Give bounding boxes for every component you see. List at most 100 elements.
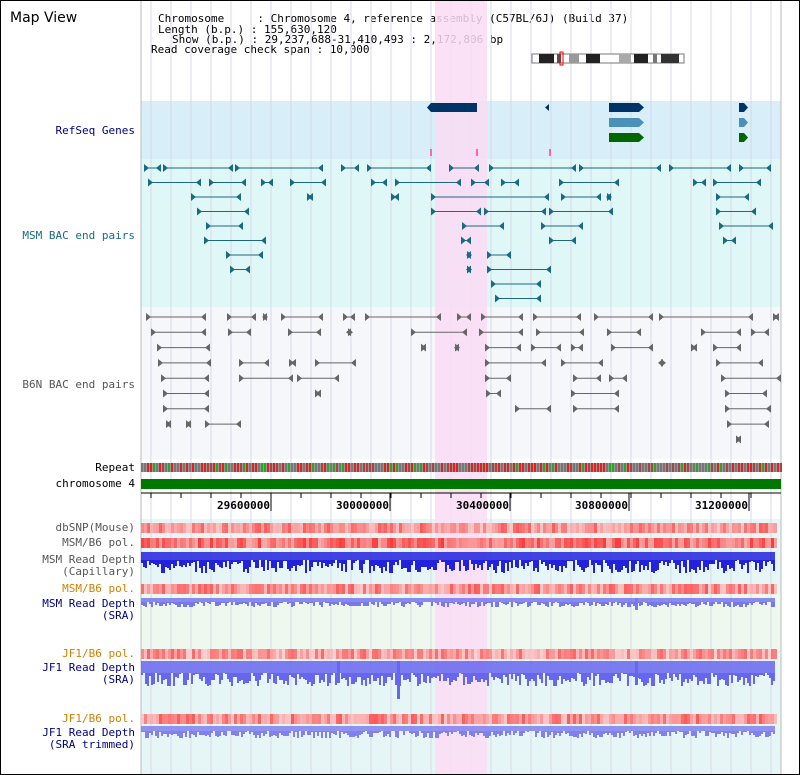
jf1-b6-pol-heat-cell[interactable] <box>603 714 606 724</box>
repeat-block[interactable] <box>444 463 446 472</box>
dbsnp-heat-cell[interactable] <box>702 523 705 533</box>
bac-end-marker[interactable] <box>241 178 246 187</box>
dbsnp-heat-cell[interactable] <box>357 523 360 533</box>
jf1-depth-trimmed-bar[interactable] <box>637 731 639 738</box>
jf1-depth-sra-bar[interactable] <box>753 673 755 684</box>
msm-b6-pol-heat-cell[interactable] <box>381 538 384 548</box>
jf1-depth-trimmed-bar[interactable] <box>383 731 385 737</box>
msm-b6-pol-heat-cell[interactable] <box>708 538 711 548</box>
jf1-depth-sra-bar[interactable] <box>365 673 367 686</box>
msm-depth-capillary-bar[interactable] <box>609 560 611 569</box>
msm-depth-sra-bar[interactable] <box>167 602 169 603</box>
jf1-b6-pol-heat-cell[interactable] <box>264 714 267 724</box>
msm-depth-capillary-bar[interactable] <box>647 560 649 570</box>
msm-depth-capillary-bar[interactable] <box>291 560 293 568</box>
bac-end-marker[interactable] <box>245 265 250 274</box>
bac-end-marker[interactable] <box>608 207 613 216</box>
jf1-depth-sra-bar[interactable] <box>193 673 195 675</box>
msm-b6-pol-heat-cell[interactable] <box>402 538 405 548</box>
jf1-depth-trimmed-bar[interactable] <box>179 731 181 738</box>
msm-depth-sra-bar[interactable] <box>623 602 625 605</box>
jf1-b6-pol-heat-cell[interactable] <box>183 714 186 724</box>
jf1-b6-pol-heat-cell[interactable] <box>240 714 243 724</box>
jf1-depth-sra-bar[interactable] <box>383 673 385 686</box>
jf1-depth-sra-bar[interactable] <box>521 673 523 674</box>
dbsnp-heat-cell[interactable] <box>258 523 261 533</box>
jf1-depth-trimmed-bar[interactable] <box>303 731 305 735</box>
jf1-depth-trimmed-bar[interactable] <box>163 731 165 734</box>
bac-end-marker[interactable] <box>251 313 256 321</box>
jf1-depth-trimmed-bar[interactable] <box>277 731 279 738</box>
jf1-b6-pol-heat-cell[interactable] <box>291 649 294 659</box>
jf1-depth-trimmed-bar[interactable] <box>369 731 371 737</box>
jf1-b6-pol-heat-cell[interactable] <box>681 714 684 724</box>
dbsnp-heat-cell[interactable] <box>747 523 750 533</box>
msm-b6-pol-heat-cell[interactable] <box>201 584 204 594</box>
jf1-depth-sra-bar[interactable] <box>291 673 293 677</box>
jf1-depth-trimmed-bar[interactable] <box>433 731 435 732</box>
dbsnp-heat-cell[interactable] <box>513 523 516 533</box>
msm-depth-capillary-bar[interactable] <box>711 560 713 564</box>
jf1-depth-trimmed-bar[interactable] <box>595 731 597 738</box>
dbsnp-heat-cell[interactable] <box>717 523 720 533</box>
repeat-block[interactable] <box>513 463 515 472</box>
msm-b6-pol-heat-cell[interactable] <box>147 538 150 548</box>
msm-b6-pol-heat-cell[interactable] <box>210 538 213 548</box>
repeat-block[interactable] <box>315 463 317 472</box>
repeat-block[interactable] <box>672 463 674 472</box>
dbsnp-heat-cell[interactable] <box>621 523 624 533</box>
jf1-b6-pol-heat-cell[interactable] <box>216 649 219 659</box>
dbsnp-heat-cell[interactable] <box>450 523 453 533</box>
jf1-depth-trimmed-bar[interactable] <box>347 731 349 735</box>
jf1-depth-trimmed-bar[interactable] <box>501 731 503 735</box>
msm-depth-sra-bar[interactable] <box>655 602 657 607</box>
bac-end-marker[interactable] <box>491 280 496 288</box>
dbsnp-heat-cell[interactable] <box>363 523 366 533</box>
repeat-block[interactable] <box>561 463 563 472</box>
msm-b6-pol-heat-cell[interactable] <box>183 538 186 548</box>
msm-depth-sra-bar[interactable] <box>405 602 407 604</box>
jf1-depth-sra-bar[interactable] <box>299 673 301 679</box>
dbsnp-heat-cell[interactable] <box>552 523 555 533</box>
dbsnp-heat-cell[interactable] <box>729 523 732 533</box>
bac-end-marker[interactable] <box>205 343 210 352</box>
dbsnp-heat-cell[interactable] <box>528 523 531 533</box>
jf1-b6-pol-heat-cell[interactable] <box>315 714 318 724</box>
jf1-b6-pol-heat-cell[interactable] <box>729 649 732 659</box>
msm-b6-pol-heat-cell[interactable] <box>765 538 768 548</box>
dbsnp-heat-cell[interactable] <box>345 523 348 533</box>
jf1-depth-sra-bar[interactable] <box>685 673 687 679</box>
msm-depth-capillary-bar[interactable] <box>263 560 265 571</box>
bac-end-marker[interactable] <box>205 420 210 429</box>
bac-end-marker[interactable] <box>596 193 601 201</box>
jf1-depth-trimmed-bar[interactable] <box>635 731 637 735</box>
jf1-b6-pol-heat-cell[interactable] <box>471 649 474 659</box>
jf1-b6-pol-heat-cell[interactable] <box>423 714 426 724</box>
jf1-b6-pol-heat-cell[interactable] <box>462 714 465 724</box>
bac-end-marker[interactable] <box>751 328 756 337</box>
bac-end-marker[interactable] <box>571 236 576 245</box>
msm-b6-pol-heat-cell[interactable] <box>690 538 693 548</box>
repeat-block[interactable] <box>441 463 443 472</box>
msm-b6-pol-heat-cell[interactable] <box>696 584 699 594</box>
msm-depth-capillary-bar[interactable] <box>373 560 375 571</box>
jf1-depth-sra-bar[interactable] <box>161 673 163 684</box>
msm-depth-sra-bar[interactable] <box>645 602 647 603</box>
msm-b6-pol-heat-cell[interactable] <box>237 584 240 594</box>
msm-depth-sra-bar[interactable] <box>677 602 679 604</box>
msm-depth-capillary-bar[interactable] <box>381 560 383 573</box>
dbsnp-heat-cell[interactable] <box>660 523 663 533</box>
jf1-depth-sra-bar[interactable] <box>207 673 209 686</box>
msm-depth-sra-bar[interactable] <box>377 602 379 607</box>
bac-end-marker[interactable] <box>725 404 730 413</box>
repeat-block[interactable] <box>261 463 263 472</box>
msm-b6-pol-heat-cell[interactable] <box>285 584 288 594</box>
msm-depth-sra-bar[interactable] <box>753 602 755 603</box>
jf1-b6-pol-heat-cell[interactable] <box>411 714 414 724</box>
bac-end-marker[interactable] <box>713 178 718 187</box>
msm-depth-capillary-bar[interactable] <box>557 560 559 571</box>
bac-end-marker[interactable] <box>148 178 153 187</box>
jf1-depth-trimmed-bar[interactable] <box>435 731 437 738</box>
jf1-b6-pol-heat-cell[interactable] <box>258 649 261 659</box>
msm-depth-capillary-bar[interactable] <box>355 560 357 561</box>
